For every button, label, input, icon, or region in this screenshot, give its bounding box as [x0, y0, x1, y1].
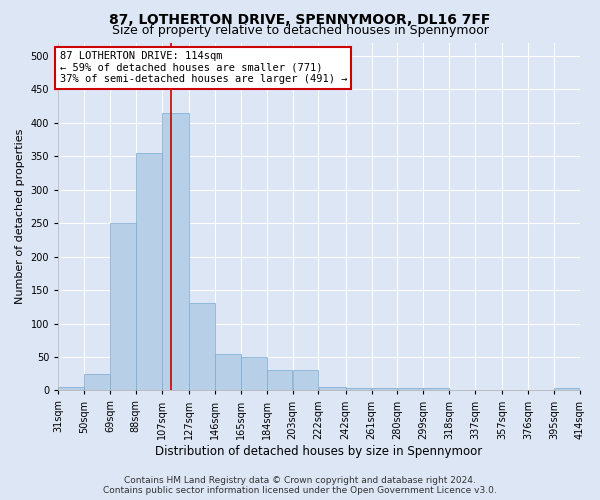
- Bar: [162, 113, 189, 390]
- X-axis label: Distribution of detached houses by size in Spennymoor: Distribution of detached houses by size …: [155, 444, 483, 458]
- Bar: [319, 387, 346, 390]
- Bar: [424, 388, 449, 390]
- Text: Contains HM Land Registry data © Crown copyright and database right 2024.
Contai: Contains HM Land Registry data © Crown c…: [103, 476, 497, 495]
- Bar: [58, 387, 84, 390]
- Bar: [136, 153, 161, 390]
- Bar: [110, 223, 136, 390]
- Bar: [267, 370, 292, 390]
- Text: Size of property relative to detached houses in Spennymoor: Size of property relative to detached ho…: [112, 24, 488, 37]
- Text: 87 LOTHERTON DRIVE: 114sqm
← 59% of detached houses are smaller (771)
37% of sem: 87 LOTHERTON DRIVE: 114sqm ← 59% of deta…: [59, 51, 347, 84]
- Text: 87, LOTHERTON DRIVE, SPENNYMOOR, DL16 7FF: 87, LOTHERTON DRIVE, SPENNYMOOR, DL16 7F…: [109, 12, 491, 26]
- Bar: [346, 388, 371, 390]
- Bar: [215, 354, 241, 391]
- Bar: [241, 357, 266, 390]
- Bar: [554, 388, 580, 390]
- Bar: [293, 370, 318, 390]
- Bar: [189, 304, 215, 390]
- Bar: [371, 388, 397, 390]
- Bar: [398, 388, 423, 390]
- Y-axis label: Number of detached properties: Number of detached properties: [15, 129, 25, 304]
- Bar: [84, 374, 110, 390]
